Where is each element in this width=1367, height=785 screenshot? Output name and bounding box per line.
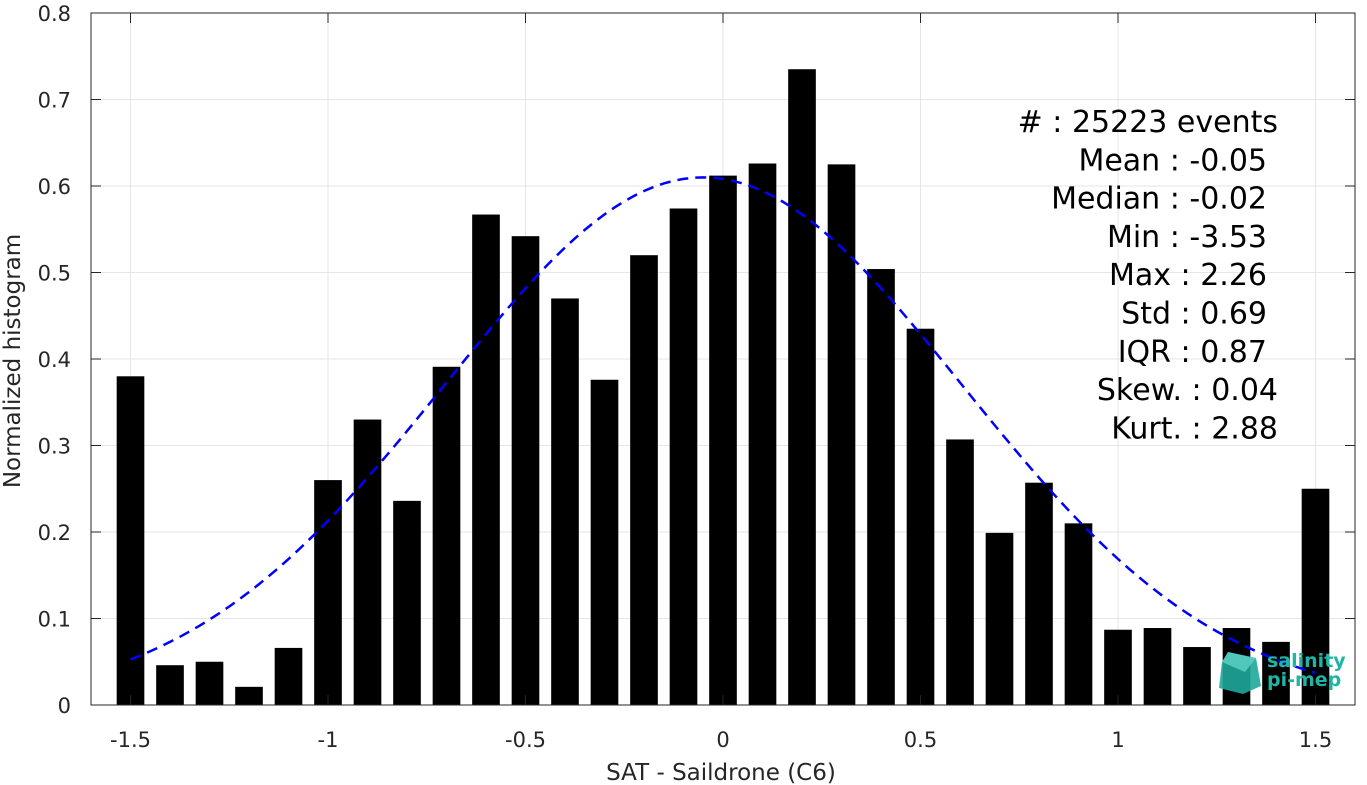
y-tick-label-0: 0	[58, 694, 71, 718]
bar-16	[748, 163, 777, 705]
bar-11	[551, 298, 579, 705]
bars-group	[116, 69, 1330, 706]
gaussian-fit-curve	[130, 176, 1316, 675]
bar-19	[867, 269, 895, 705]
stat-line-6: IQR : 0.87	[1118, 335, 1267, 370]
bar-25	[1104, 629, 1132, 705]
stat-line-5: Std : 0.69	[1121, 297, 1267, 332]
bar-21	[946, 439, 974, 705]
bar-2	[195, 661, 224, 705]
bar-27	[1183, 647, 1211, 705]
stat-line-8: Kurt. : 2.88	[1111, 411, 1278, 446]
x-axis-ticks: -1.5 -1 -0.5 0 0.5 1 1.5	[110, 13, 1332, 752]
x-tick-label-0: -1.5	[110, 728, 151, 752]
bar-17	[788, 69, 816, 706]
stat-line-3: Min : -3.53	[1107, 220, 1267, 255]
bar-29	[1262, 641, 1290, 705]
stat-line-1: Mean : -0.05	[1078, 143, 1267, 178]
x-tick-label-3: 0	[716, 728, 729, 752]
bar-22	[985, 532, 1014, 705]
y-axis-label: Normalized histogram	[0, 234, 26, 488]
y-tick-label-8: 0.8	[38, 2, 71, 26]
bar-26	[1143, 628, 1172, 705]
x-tick-label-1: -1	[318, 728, 339, 752]
y-tick-label-4: 0.4	[38, 348, 71, 372]
bar-7	[393, 500, 421, 705]
stat-line-7: Skew. : 0.04	[1097, 373, 1278, 408]
stat-line-4: Max : 2.26	[1109, 258, 1267, 293]
salinity-pimep-logo: salinity pi-mep	[1219, 650, 1346, 694]
bar-12	[590, 379, 619, 705]
x-axis-label: SAT - Saildrone (C6)	[606, 760, 836, 785]
bar-13	[630, 255, 658, 705]
y-tick-label-3: 0.3	[38, 435, 71, 459]
bar-20	[906, 328, 935, 705]
x-tick-label-6: 1.5	[1299, 728, 1332, 752]
bar-23	[1025, 482, 1053, 705]
stat-line-2: Median : -0.02	[1051, 182, 1267, 217]
stat-line-0: # : 25223 events	[1018, 105, 1278, 140]
bar-18	[827, 164, 856, 705]
x-tick-label-4: 0.5	[904, 728, 937, 752]
y-tick-label-2: 0.2	[38, 521, 71, 545]
y-tick-label-7: 0.7	[38, 89, 71, 113]
y-axis-ticks: 0 0.1 0.2 0.3 0.4 0.5 0.6 0.7 0.8	[38, 2, 1355, 718]
bar-0	[116, 376, 145, 705]
x-tick-label-5: 1	[1111, 728, 1124, 752]
bar-24	[1064, 523, 1093, 705]
y-tick-label-5: 0.5	[38, 262, 71, 286]
bar-4	[274, 647, 303, 705]
logo-line2: pi-mep	[1267, 669, 1341, 691]
logo-cube-shade	[1222, 652, 1256, 672]
bar-8	[432, 366, 461, 705]
bar-9	[472, 214, 500, 706]
bar-14	[669, 208, 698, 706]
y-tick-label-1: 0.1	[38, 608, 71, 632]
y-tick-label-6: 0.6	[38, 175, 71, 199]
bar-30	[1301, 488, 1330, 705]
bar-10	[511, 236, 540, 706]
bar-5	[314, 480, 342, 705]
bar-6	[353, 419, 382, 705]
x-tick-label-2: -0.5	[505, 728, 546, 752]
bar-15	[709, 175, 737, 705]
bar-3	[235, 686, 263, 705]
logo-line1: salinity	[1267, 650, 1346, 672]
bar-1	[156, 665, 184, 705]
